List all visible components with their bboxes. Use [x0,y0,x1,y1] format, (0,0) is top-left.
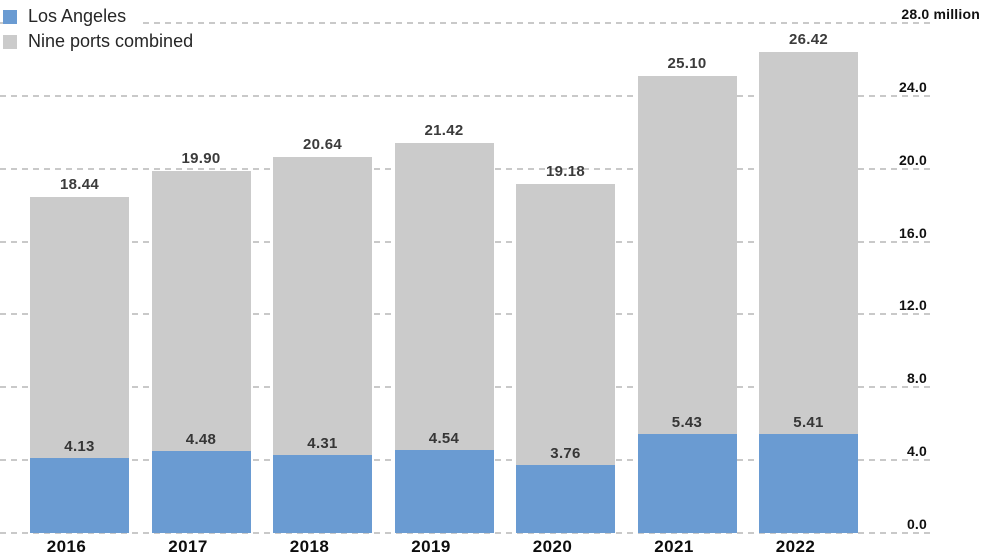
x-tick-label-2021: 2021 [654,537,694,556]
los-angeles-value-label-2019: 4.54 [428,430,460,448]
los-angeles-value-label-2020: 3.76 [550,444,581,462]
total-value-label-2021: 25.10 [667,54,707,72]
total-value-label-2017: 19.90 [181,149,221,167]
bar-los-angeles-2020 [516,464,615,533]
bar-group-2017: 19.90 4.48 [151,151,251,533]
los-angeles-value-label-2017: 4.48 [185,431,217,449]
x-tick-label-2020: 2020 [532,537,573,556]
y-tick-label: 8.0 [906,370,927,387]
total-value-label-2022: 26.42 [788,30,829,48]
bar-los-angeles-2017 [151,451,251,533]
legend-item-nine-ports: Nine ports combined [3,29,210,54]
gridline-0 [0,532,930,534]
legend: Los Angeles Nine ports combined [3,4,210,54]
bar-los-angeles-2019 [394,450,494,533]
bar-group-2021: 25.10 5.43 [637,56,737,533]
y-tick-label: 0.0 [906,516,927,532]
gridline-24 [0,94,930,97]
legend-label: Los Angeles [28,6,127,26]
y-tick-label: 28.0 million [901,6,980,22]
total-value-label-2019: 21.42 [424,121,464,139]
x-tick-label-2022: 2022 [775,537,816,556]
bar-los-angeles-2018 [273,454,372,533]
total-value-label-2016: 18.44 [59,176,100,194]
bar-los-angeles-2016 [30,457,129,533]
legend-swatch-gray-icon [3,34,17,49]
los-angeles-value-label-2021: 5.43 [671,414,703,432]
bar-group-2020: 19.18 3.76 [516,164,615,533]
total-value-label-2018: 20.64 [302,136,343,154]
bar-los-angeles-2022 [759,434,858,533]
bar-group-2019: 21.42 4.54 [394,123,494,533]
bar-los-angeles-2021 [637,434,737,533]
y-tick-label: 24.0 [898,78,927,95]
bar-group-2022: 26.42 5.41 [759,32,858,533]
bar-group-2018: 20.64 4.31 [273,137,372,533]
gridline-28 [0,22,930,24]
los-angeles-value-label-2016: 4.13 [64,437,95,455]
total-value-label-2020: 19.18 [545,162,586,180]
y-tick-label: 4.0 [906,443,927,460]
legend-swatch-blue-icon [3,9,17,24]
y-tick-label: 16.0 [898,224,927,241]
x-tick-label-2018: 2018 [289,537,330,556]
los-angeles-value-label-2018: 4.31 [307,434,338,452]
x-tick-label-2016: 2016 [46,537,87,556]
legend-item-los-angeles: Los Angeles [3,4,143,29]
x-tick-label-2019: 2019 [411,537,451,556]
y-tick-label: 12.0 [898,297,927,314]
y-tick-label: 20.0 [898,151,927,168]
los-angeles-value-label-2022: 5.41 [793,414,824,432]
bar-group-2016: 18.44 4.13 [30,177,129,533]
x-tick-label-2017: 2017 [168,537,208,556]
legend-label: Nine ports combined [28,31,194,51]
